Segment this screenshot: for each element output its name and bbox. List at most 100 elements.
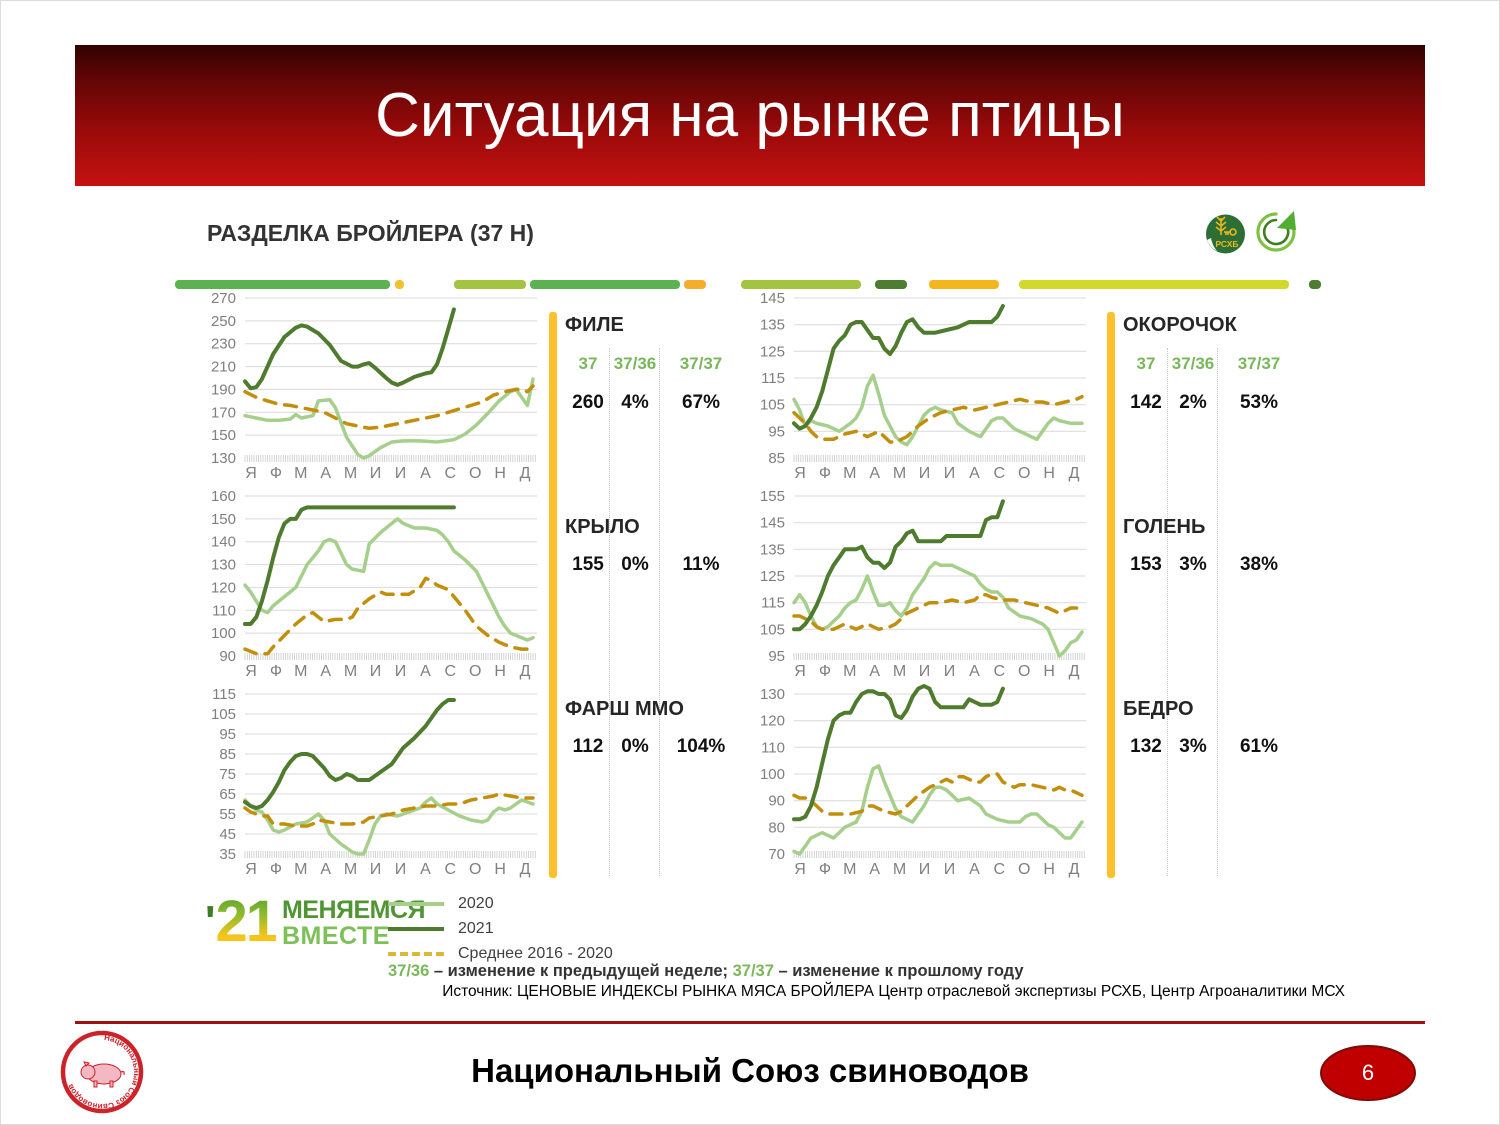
panel-values-krylo: 155 0% 11% [565, 554, 743, 576]
svg-text:145: 145 [760, 290, 785, 307]
svg-text:140: 140 [211, 534, 236, 551]
decor-band [175, 280, 1321, 289]
band-segment [175, 280, 390, 289]
legend-swatch-2021 [388, 926, 444, 931]
svg-text:115: 115 [212, 686, 236, 703]
svg-text:55: 55 [219, 806, 236, 823]
svg-text:90: 90 [768, 793, 785, 810]
svg-text:А: А [320, 465, 331, 482]
svg-text:М: М [294, 663, 307, 680]
note-text-yoy: – изменение к прошлому году [773, 962, 1024, 980]
note-code-wow: 37/36 [388, 962, 430, 980]
band-segment [454, 280, 526, 289]
svg-text:Д: Д [1069, 861, 1080, 878]
wow-okorochok: 2% [1179, 392, 1207, 413]
svg-text:70: 70 [768, 846, 785, 863]
svg-text:А: А [420, 861, 431, 878]
svg-text:А: А [869, 465, 880, 482]
svg-text:170: 170 [211, 404, 236, 421]
svg-text:С: С [994, 861, 1006, 878]
source-line: Источник: ЦЕНОВЫЕ ИНДЕКСЫ РЫНКА МЯСА БРО… [442, 983, 1345, 1000]
svg-text:100: 100 [760, 766, 785, 783]
agroanalytics-logo-icon [1252, 208, 1300, 261]
value-krylo: 155 [572, 554, 604, 575]
panel-title-file: ФИЛЕ [565, 314, 624, 336]
svg-text:Я: Я [794, 861, 806, 878]
chart-legend: 2020 2021 Среднее 2016 - 2020 [388, 891, 613, 966]
svg-text:150: 150 [211, 511, 236, 528]
svg-text:110: 110 [761, 739, 785, 756]
svg-text:100: 100 [211, 625, 236, 642]
svg-text:Ф: Ф [819, 663, 831, 680]
svg-text:105: 105 [760, 621, 785, 638]
svg-text:О: О [1018, 861, 1030, 878]
band-gap [706, 280, 741, 289]
yoy-krylo: 11% [682, 554, 720, 575]
svg-text:С: С [445, 465, 457, 482]
svg-text:М: М [344, 861, 357, 878]
svg-text:А: А [420, 663, 431, 680]
svg-text:А: А [969, 663, 980, 680]
svg-text:С: С [994, 465, 1006, 482]
svg-text:125: 125 [760, 568, 785, 585]
svg-text:С: С [994, 663, 1006, 680]
svg-text:И: И [944, 465, 956, 482]
panel-divider [659, 348, 660, 876]
svg-text:Н: Н [1043, 861, 1055, 878]
svg-text:135: 135 [760, 317, 785, 334]
svg-text:Я: Я [245, 663, 257, 680]
value-okorochok: 142 [1130, 392, 1162, 413]
svg-text:80: 80 [768, 819, 785, 836]
panel-divider [1217, 348, 1218, 876]
band-gap [1289, 280, 1309, 289]
svg-text:С: С [445, 861, 457, 878]
band-segment [395, 280, 404, 289]
svg-text:190: 190 [211, 381, 236, 398]
svg-text:А: А [420, 465, 431, 482]
note-code-yoy: 37/37 [732, 962, 774, 980]
svg-text:130: 130 [211, 450, 236, 467]
svg-text:65: 65 [219, 786, 236, 803]
col-wow: 37/36 [613, 354, 657, 373]
svg-text:Я: Я [245, 465, 257, 482]
footer-divider [75, 1021, 1425, 1024]
svg-text:Н: Н [1043, 663, 1055, 680]
svg-text:М: М [344, 663, 357, 680]
yoy-golen: 38% [1239, 554, 1279, 575]
svg-text:90: 90 [219, 648, 236, 665]
band-segment [1019, 280, 1289, 289]
svg-text:Я: Я [245, 861, 257, 878]
wow-golen: 3% [1179, 554, 1207, 575]
panel-values-okorochok: 142 2% 53% [1123, 392, 1301, 414]
col-yoy: 37/37 [679, 354, 723, 373]
svg-text:Ф: Ф [819, 861, 831, 878]
legend-item-2021: 2021 [388, 916, 613, 941]
svg-text:130: 130 [760, 686, 785, 703]
logo-year: 21 [215, 889, 277, 954]
panel-divider [609, 348, 610, 876]
svg-text:135: 135 [760, 541, 785, 558]
rshb-bank-logo-icon: РСХБ [1203, 210, 1248, 260]
svg-text:45: 45 [219, 826, 236, 843]
svg-text:И: И [919, 861, 931, 878]
chart-farsh-mmo: 35 45 55 65 75 85 95 105 115 Я Ф М А М И И А С О Н Д [193, 684, 543, 884]
panel-title-farsh: ФАРШ ММО [565, 698, 684, 720]
svg-text:И: И [395, 861, 407, 878]
svg-text:М: М [893, 861, 906, 878]
svg-text:Н: Н [494, 861, 506, 878]
panel-values-golen: 153 3% 38% [1123, 554, 1301, 576]
footer-org-title: Национальный Союз свиноводов [471, 1052, 1029, 1089]
svg-text:М: М [843, 465, 856, 482]
svg-text:105: 105 [211, 706, 236, 723]
legend-swatch-2020 [388, 901, 444, 906]
wow-bedro: 3% [1179, 736, 1207, 757]
svg-text:И: И [919, 663, 931, 680]
svg-text:110: 110 [212, 602, 236, 619]
change-together-logo: ' 21 МЕНЯЕМСЯ ВМЕСТЕ [205, 889, 426, 954]
col-week: 37 [578, 354, 598, 373]
svg-text:Д: Д [520, 861, 531, 878]
svg-text:О: О [469, 861, 481, 878]
yoy-okorochok: 53% [1239, 392, 1279, 413]
legend-swatch-avg [388, 951, 444, 956]
value-farsh: 112 [572, 736, 604, 757]
